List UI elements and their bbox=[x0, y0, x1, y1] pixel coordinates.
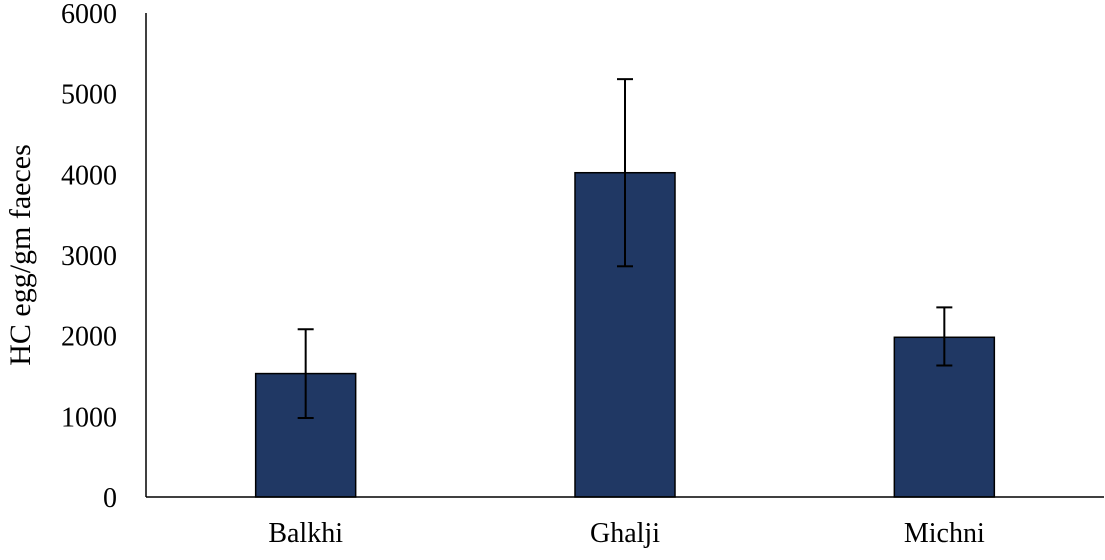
y-axis-title: HC egg/gm faeces bbox=[4, 144, 37, 366]
y-tick-label: 5000 bbox=[61, 80, 117, 111]
y-axis-ticks: 0 1000 2000 3000 4000 5000 6000 bbox=[61, 0, 117, 514]
x-tick-label: Michni bbox=[904, 518, 985, 549]
y-tick-label: 6000 bbox=[61, 0, 117, 30]
y-tick-label: 1000 bbox=[61, 402, 117, 433]
y-tick-label: 4000 bbox=[61, 160, 117, 191]
x-axis-labels: Balkhi Ghalji Michni bbox=[268, 518, 985, 549]
error-bars bbox=[297, 78, 953, 419]
x-tick-label: Balkhi bbox=[268, 518, 343, 549]
x-tick-label: Ghalji bbox=[590, 518, 660, 549]
y-tick-label: 3000 bbox=[61, 241, 117, 272]
y-tick-label: 2000 bbox=[61, 322, 117, 353]
y-tick-label: 0 bbox=[103, 483, 117, 514]
